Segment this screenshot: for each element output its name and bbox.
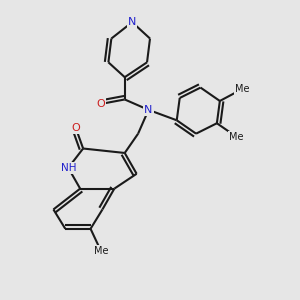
- Text: Me: Me: [235, 84, 249, 94]
- Text: O: O: [71, 123, 80, 133]
- Text: N: N: [144, 105, 153, 115]
- Text: Me: Me: [229, 132, 243, 142]
- Text: Me: Me: [94, 246, 108, 256]
- Text: O: O: [97, 99, 105, 109]
- Text: NH: NH: [61, 163, 76, 173]
- Text: N: N: [128, 17, 136, 27]
